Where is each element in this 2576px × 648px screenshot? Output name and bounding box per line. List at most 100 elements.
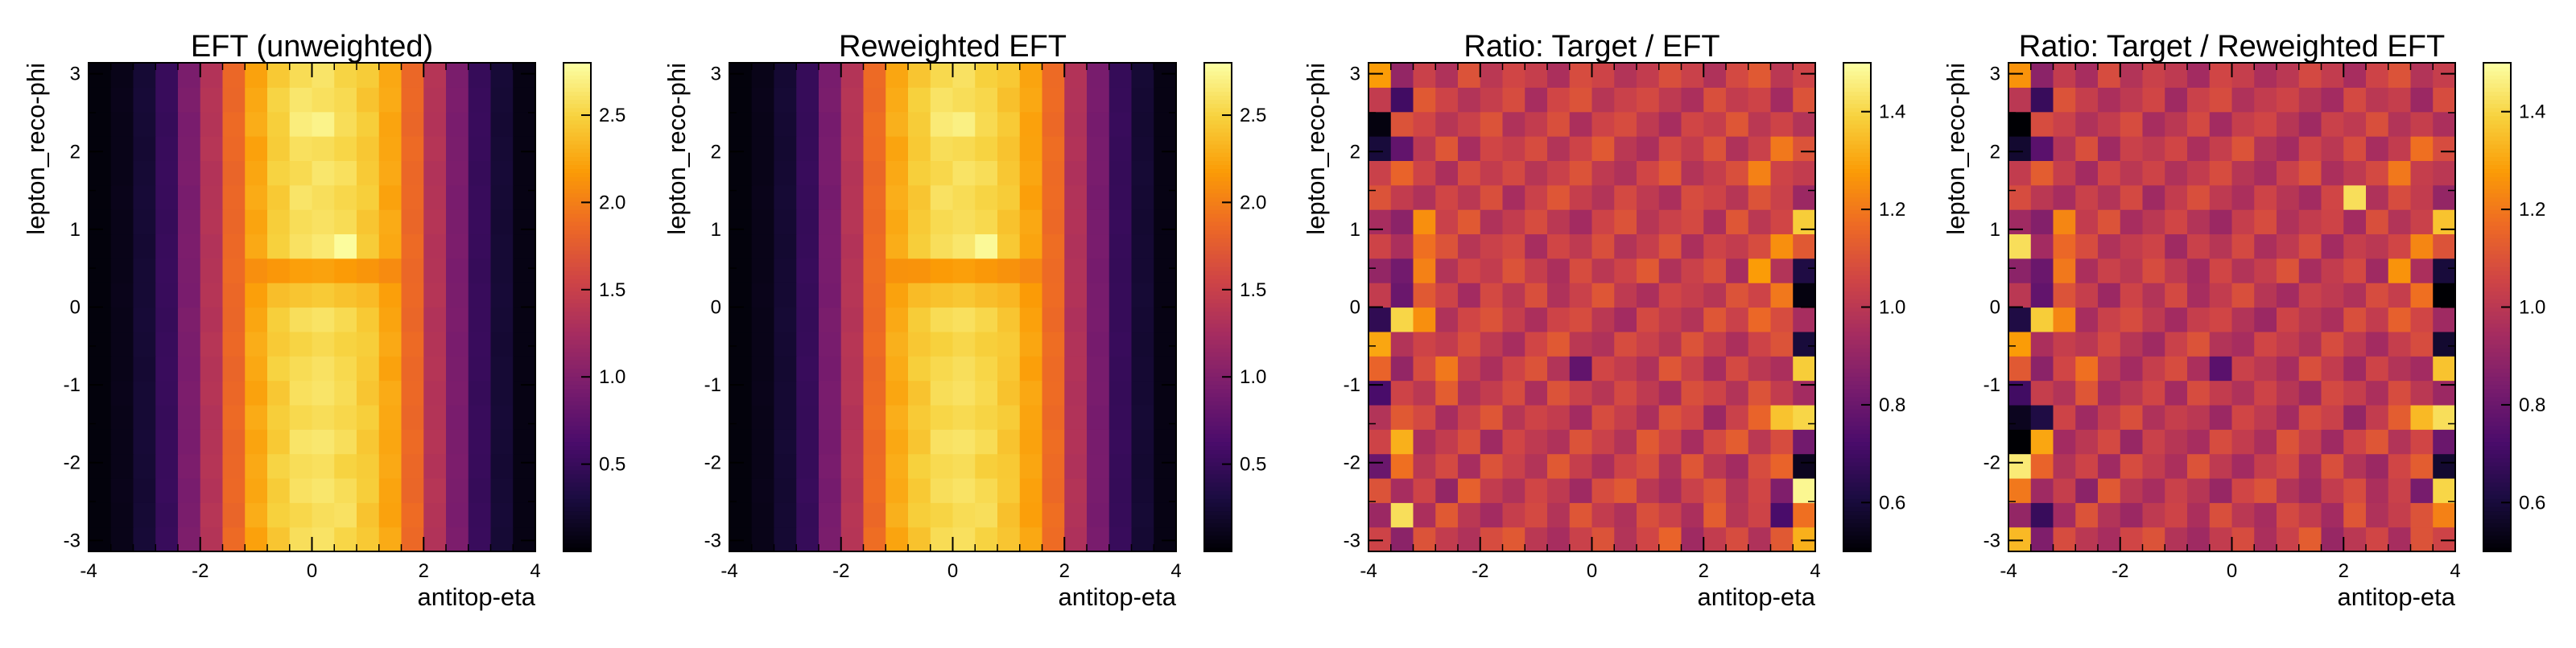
heatmap-cell [2142,283,2165,308]
heatmap-cell [446,63,469,88]
heatmap-cell [401,184,424,210]
heatmap-cell [1390,258,1414,283]
heatmap-cell [423,111,447,137]
heatmap-cell [952,87,976,113]
colorbar-segment [2483,258,2511,263]
heatmap-cell [2410,526,2434,552]
colorbar-segment [564,482,591,487]
heatmap-cell [1547,477,1571,503]
heatmap-cell [2120,184,2144,210]
colorbar-segment [2483,429,2511,434]
colorbar-segment [1843,372,1871,378]
heatmap-cell [1108,258,1133,283]
colorbar-segment [1843,392,1871,398]
colorbar-segment [1843,506,1871,512]
heatmap-cell [1637,380,1660,406]
colorbar-segment [1843,205,1871,210]
colorbar-segment [1204,111,1232,117]
heatmap-cell [1502,404,1525,430]
colorbar-segment [564,441,591,447]
heatmap-cell [886,453,909,479]
heatmap-cell [930,453,954,479]
colorbar-segment [1843,258,1871,263]
y-tick-label: 1 [711,219,721,241]
colorbar-segment [1204,71,1232,76]
heatmap-cell [1793,184,1816,210]
heatmap-cell [401,477,424,503]
colorbar-segment [1843,311,1871,316]
heatmap-cell [178,404,201,430]
heatmap-cell [2321,233,2344,259]
heatmap-cell [908,209,931,235]
heatmap-cell [2120,331,2144,357]
colorbar-segment [1843,71,1871,76]
heatmap-cell [1131,283,1154,308]
colorbar-segment [2483,404,2511,410]
heatmap-cell [1480,356,1504,382]
heatmap-cell [2254,136,2277,161]
colorbar-segment [1843,461,1871,467]
heatmap-cell [2075,331,2099,357]
colorbar-segment [564,258,591,263]
colorbar-segment [2483,99,2511,105]
y-axis-label: lepton_reco-phi [1942,63,1970,235]
heatmap-cell [1703,453,1727,479]
heatmap-cell [2433,160,2456,186]
heatmap-cell [2410,160,2434,186]
heatmap-cell [513,209,536,235]
heatmap-cell [1413,380,1436,406]
heatmap-cell [1458,356,1481,382]
heatmap-cell [267,331,291,357]
heatmap-cell [997,184,1021,210]
heatmap-cell [334,63,357,88]
heatmap-cell [1087,184,1110,210]
heatmap-cell [89,331,112,357]
heatmap-cell [1502,233,1525,259]
colorbar-segment [2483,453,2511,459]
colorbar-segment [1843,522,1871,528]
heatmap-cell [289,184,313,210]
colorbar-segment [564,421,591,426]
heatmap-cell [975,380,998,406]
heatmap-cell [2410,356,2434,382]
heatmap-cell [2008,429,2032,455]
heatmap-cell [1569,331,1593,357]
colorbar-segment [2483,160,2511,166]
heatmap-cell [930,209,954,235]
colorbar-segment [2483,237,2511,243]
colorbar-segment [1204,295,1232,299]
heatmap-cell [1547,184,1571,210]
heatmap-cell [245,502,268,528]
heatmap-cell [401,233,424,259]
heatmap-cell [1435,307,1459,332]
heatmap-cell [1793,111,1816,137]
heatmap-cell [1770,502,1794,528]
colorbar-segment [1204,384,1232,390]
heatmap-cell [1502,502,1525,528]
colorbar-segment [2483,103,2511,109]
heatmap-cell [1614,258,1637,283]
heatmap-cell [863,526,886,552]
heatmap-cell [930,283,954,308]
heatmap-cell [178,307,201,332]
heatmap-cell [312,356,335,382]
colorbar-segment [564,323,591,328]
heatmap-cell [1525,258,1548,283]
heatmap-cell [401,258,424,283]
heatmap-cell [2053,526,2076,552]
heatmap-cell [729,477,753,503]
heatmap-cell [312,526,335,552]
heatmap-cell [468,160,492,186]
heatmap-cell [1793,160,1816,186]
heatmap-cell [908,331,931,357]
heatmap-cell [2321,160,2344,186]
heatmap-cell [334,502,357,528]
chart-title: Ratio: Target / EFT [1463,30,1719,64]
heatmap-cell [2008,87,2032,113]
heatmap-cell [1525,111,1548,137]
heatmap-cell [312,136,335,161]
heatmap-cell [774,331,797,357]
y-tick-label: -1 [1984,374,2000,396]
heatmap-cell [155,502,179,528]
colorbar-segment [564,335,591,341]
